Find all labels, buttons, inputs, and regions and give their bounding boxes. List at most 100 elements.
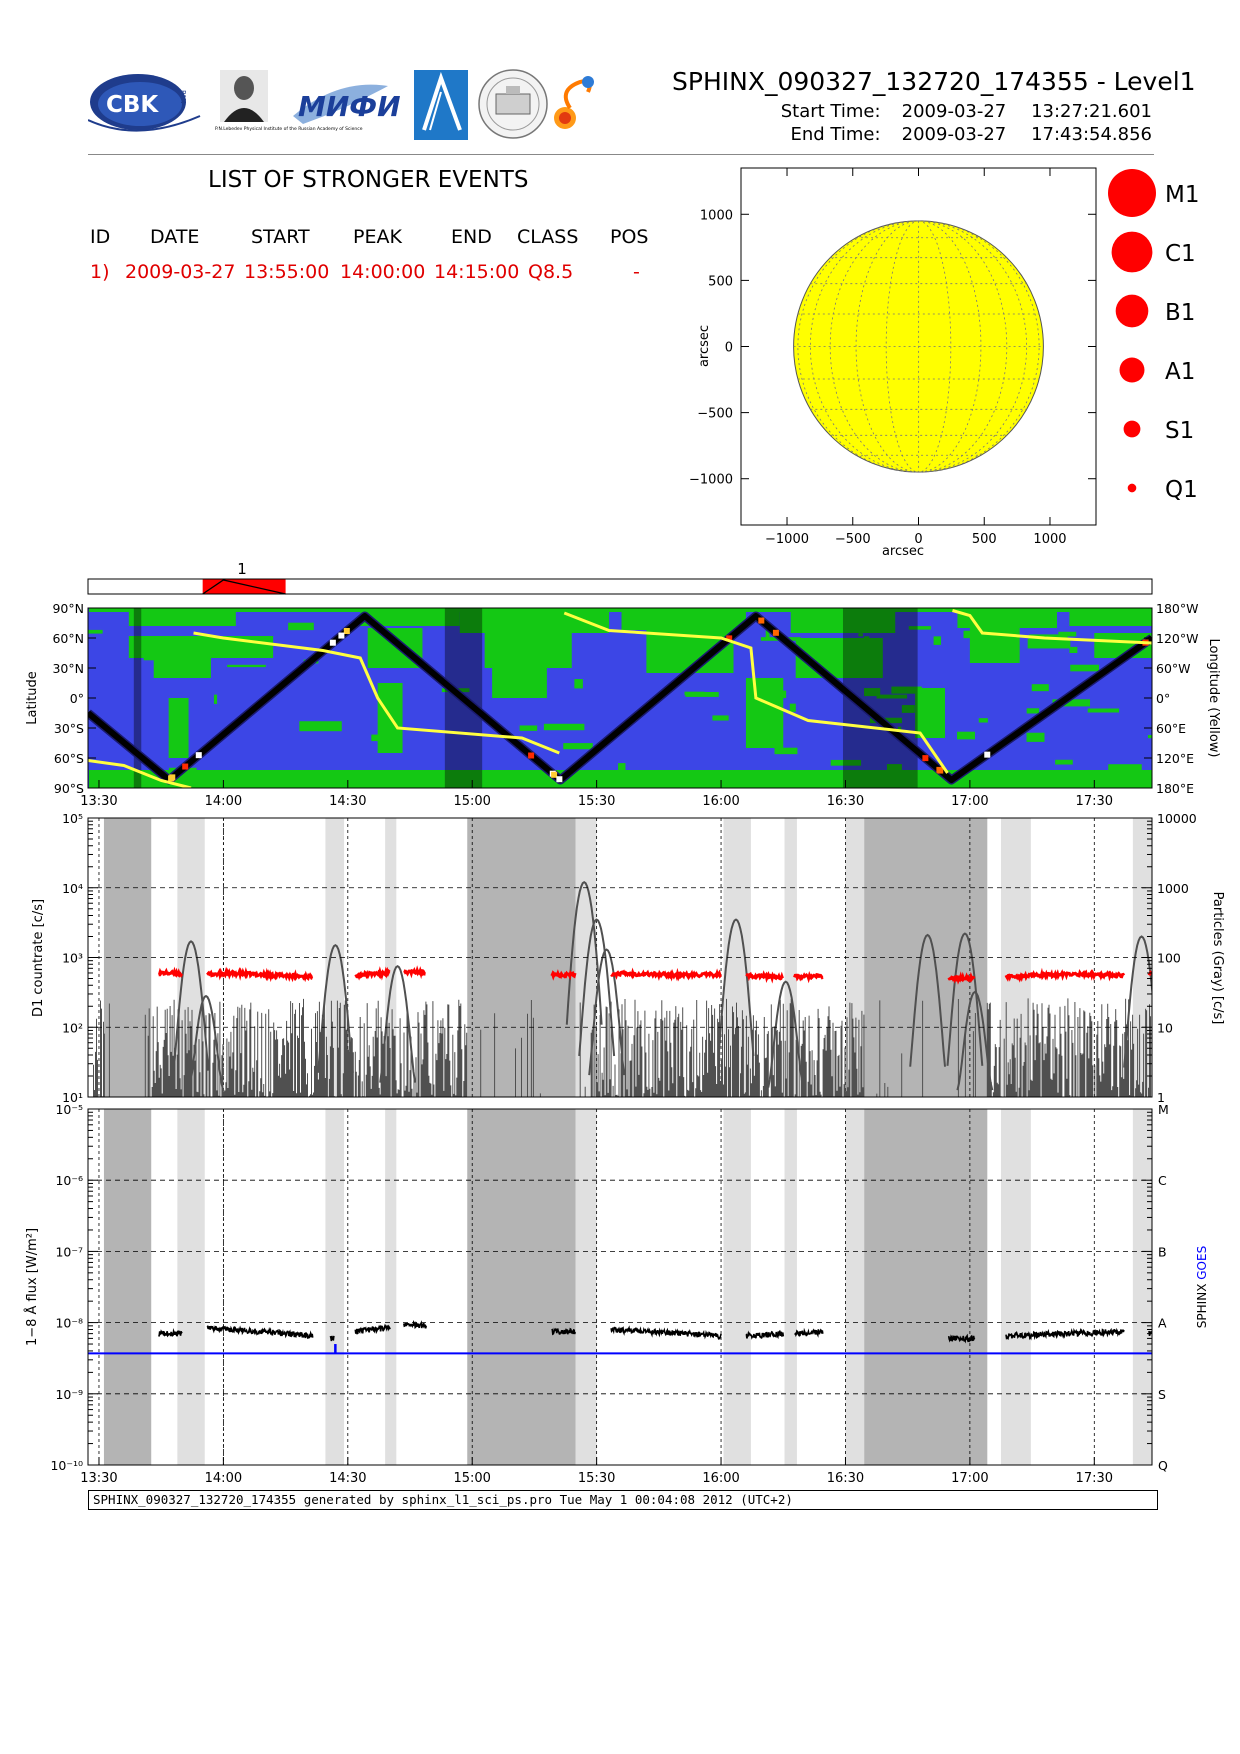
map-land-fragment [774,747,798,755]
particles-peak [717,918,755,1057]
map-land-fragment [1058,631,1077,637]
map-land-fragment [519,725,538,731]
particles-peak [565,880,603,1025]
sphinx-flux-line [745,1329,785,1340]
map-ytick-label-right: 0° [1156,691,1170,706]
goes-class-label: Q [1158,1458,1168,1473]
shade-dark [864,1109,988,1465]
flare-class-label: C1 [1165,241,1196,267]
header-divider [88,154,1154,155]
particles-peak [316,943,354,1073]
d1-countrate-line [354,966,391,981]
particles-peak [187,994,225,1092]
flux-xtick-label: 17:30 [1076,1471,1113,1486]
flare-class-legend: M1 C1 B1 A1 S1 Q1 [1108,169,1199,503]
orbit-map-plot: 90°N 180°W 60°N 120°W 30°N 60°W 0° 0° 30°S 60°E 60… [25,601,1221,809]
event-pos: - [633,261,640,283]
map-ytick-label-right: 180°W [1156,601,1198,616]
map-ytick-label: 60°N [52,631,84,646]
map-land-fragment [213,694,218,704]
sun-swoosh-logo [554,76,594,129]
map-xtick-label: 15:30 [578,794,615,809]
map-xtick-label: 13:30 [80,794,117,809]
map-land [153,658,211,678]
map-ytick-label: 0° [70,691,84,706]
log-tick-label: 10⁻¹⁰ [50,1458,83,1473]
disk-xtick-label: −500 [835,532,871,547]
track-marker [726,635,733,642]
track-marker [329,639,336,646]
sphinx-flux-line [157,1328,183,1338]
map-xtick-label: 17:00 [951,794,988,809]
map-xtick-label: 16:30 [827,794,864,809]
sphinx-flux-line [354,1323,391,1335]
log-tick-label: 10⁻⁶ [55,1173,83,1188]
map-ylabel: Latitude [25,671,40,725]
map-land-fragment [891,686,922,694]
flux-xtick-label: 16:30 [827,1471,864,1486]
flare-class-marker [1111,231,1153,273]
col-class: CLASS [517,226,579,248]
sphinx-flux-line [206,1324,314,1339]
longitude-track [952,609,1152,645]
map-land [745,678,784,748]
disk-xtick-label: 500 [972,532,997,547]
disk-longitude-line [918,220,952,473]
map-xtick-label: 14:30 [329,794,366,809]
col-peak: PEAK [353,226,402,248]
longitude-track [193,631,560,755]
event-date: 2009-03-27 [125,261,236,283]
map-xtick-label: 14:00 [205,794,242,809]
d1-countrate-line [745,970,784,984]
legend-goes: GOES [1195,1246,1209,1280]
log-tick-label-right: 1000 [1157,881,1189,896]
end-date-value: 2009-03-27 [901,124,1007,145]
sphinx-flux-line [610,1325,722,1340]
map-land-fragment [886,764,902,771]
flare-class-marker [1123,420,1141,438]
map-land [128,636,274,658]
disk-longitude-line [885,220,919,473]
sphinx-flux-line [403,1319,427,1330]
cbk-logo-small: PAN [179,90,187,104]
map-land-fragment [957,731,975,740]
map-land-fragment [863,636,870,641]
sphinx-flux-line [794,1327,824,1338]
shade-light [1000,1109,1031,1465]
particles-peak [172,940,210,1071]
event-strip-label: 1 [237,560,247,578]
map-land-fragment [1108,764,1142,772]
map-land-fragment [1087,708,1120,713]
flux-xtick-label: 15:00 [453,1471,490,1486]
event-id: 1) [90,261,110,283]
goes-class-label: S [1158,1387,1166,1402]
flare-class-label: B1 [1165,300,1195,326]
flux-ylabel: 1−8 Å flux [W/m²] [24,1228,40,1346]
map-land-fragment [618,763,626,773]
map-land-fragment [371,734,383,742]
events-heading: LIST OF STRONGER EVENTS [208,167,529,193]
flux-xtick-label: 16:00 [702,1471,739,1486]
map-land-fragment [1147,734,1152,739]
log-tick-label: 10⁻⁸ [55,1316,83,1331]
solar-disk-plot: −1000 −500 0 500 1000 1000 500 0 −500 −1000 arcse… [689,167,1097,559]
disk-longitude-line [918,220,982,473]
particles-peak [956,990,994,1091]
event-bar [202,579,286,594]
flux-legend: SPHINX GOES [1195,1246,1209,1328]
map-xtick-label: 15:00 [453,794,490,809]
mifi-logo: МИФИ [293,84,401,124]
disk-longitude-line [855,220,919,473]
map-land-fragment [543,723,585,731]
map-ytick-label-right: 60°E [1156,721,1186,736]
start-time-row: Start Time: 2009-03-27 13:27:21.601 [781,101,1152,122]
map-land-fragment [1055,759,1073,765]
map-ytick-label-right: 120°W [1156,631,1198,646]
cbk-logo-text: CBK [106,92,159,118]
map-land-fragment [858,633,863,637]
track-marker [936,766,943,773]
log-tick-label: 10³ [62,951,83,966]
sphinx-flux-line [551,1327,576,1336]
dataset-title: SPHINX_090327_132720_174355 - Level1 [672,67,1196,96]
flare-class-marker [1115,294,1149,328]
